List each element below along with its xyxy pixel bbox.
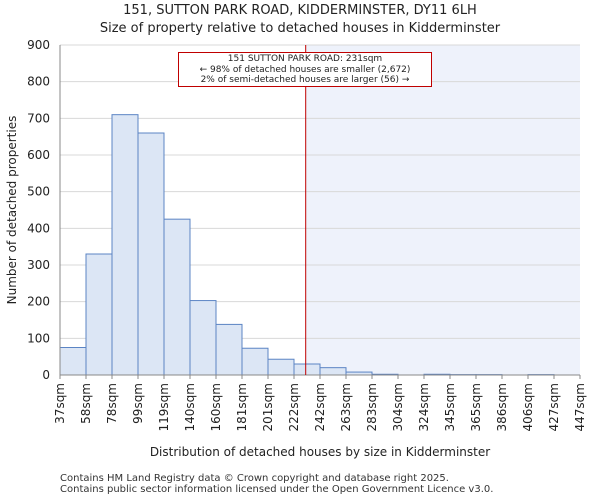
y-tick-label: 500 [27, 185, 50, 199]
histogram-bar [267, 358, 295, 376]
y-tick-label: 800 [27, 75, 50, 89]
larger-region-shade [305, 45, 580, 375]
x-tick-label: 324sqm [417, 383, 431, 431]
chart-title-address: 151, SUTTON PARK ROAD, KIDDERMINSTER, DY… [123, 3, 477, 18]
annotation-line-2: ← 98% of detached houses are smaller (2,… [199, 64, 411, 75]
histogram-bar [85, 253, 113, 376]
x-tick-label: 242sqm [313, 383, 327, 431]
x-tick-label: 386sqm [495, 383, 509, 431]
x-tick-label: 160sqm [209, 383, 223, 431]
histogram-bar [241, 347, 269, 376]
x-tick-label: 304sqm [391, 383, 405, 431]
x-tick-label: 78sqm [105, 383, 119, 424]
y-tick-label: 600 [27, 148, 50, 162]
x-tick-label: 222sqm [287, 383, 301, 431]
histogram-bar [111, 114, 139, 376]
x-tick-label: 283sqm [365, 383, 379, 431]
x-tick-label: 119sqm [157, 383, 171, 431]
x-tick-label: 181sqm [235, 383, 249, 431]
x-tick-label: 37sqm [53, 383, 67, 424]
y-tick-label: 300 [27, 258, 50, 272]
histogram-bar [137, 132, 165, 376]
histogram-bar [319, 367, 347, 376]
footer-copyright: Contains HM Land Registry data © Crown c… [60, 473, 449, 484]
property-annotation-box: 151 SUTTON PARK ROAD: 231sqm ← 98% of de… [178, 52, 432, 87]
chart-subtitle: Size of property relative to detached ho… [99, 21, 501, 36]
y-tick-label: 100 [27, 331, 50, 345]
x-tick-label: 140sqm [183, 383, 197, 431]
y-tick-label: 0 [42, 368, 50, 382]
histogram-bar [189, 300, 217, 376]
x-tick-label: 427sqm [547, 383, 561, 431]
y-tick-label: 200 [27, 295, 50, 309]
annotation-line-1: 151 SUTTON PARK ROAD: 231sqm [227, 54, 383, 64]
annotation-line-3: 2% of semi-detached houses are larger (5… [200, 75, 410, 85]
x-tick-label: 201sqm [261, 383, 275, 431]
x-tick-label: 263sqm [339, 383, 353, 431]
x-tick-label: 406sqm [521, 383, 535, 431]
histogram-bar [59, 347, 87, 376]
x-tick-label: 58sqm [79, 383, 93, 424]
x-tick-label: 345sqm [443, 383, 457, 431]
histogram-bar [163, 218, 191, 376]
histogram-bar [215, 323, 243, 376]
x-tick-label: 99sqm [131, 383, 145, 424]
histogram-bar [293, 363, 321, 376]
y-tick-label: 700 [27, 111, 50, 125]
footer-licence: Contains public sector information licen… [60, 484, 494, 495]
y-axis-label: Number of detached properties [5, 115, 19, 305]
x-axis-label: Distribution of detached houses by size … [149, 445, 491, 459]
x-tick-label: 447sqm [573, 383, 587, 431]
y-tick-label: 400 [27, 221, 50, 235]
x-tick-label: 365sqm [469, 383, 483, 431]
y-tick-label: 900 [27, 38, 50, 52]
